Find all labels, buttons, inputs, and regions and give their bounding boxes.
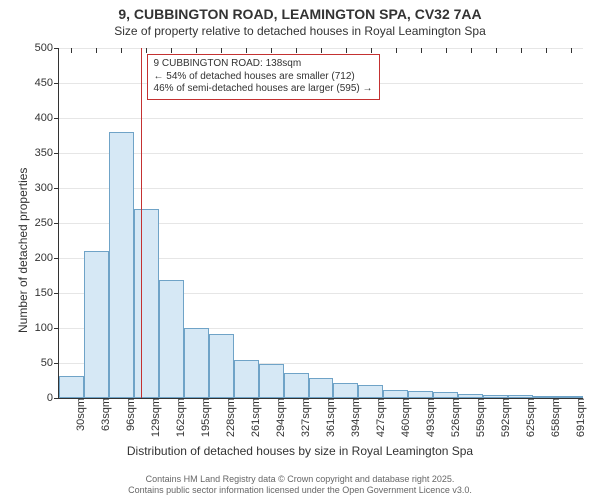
- histogram-bar: [408, 391, 433, 398]
- annotation-line: 9 CUBBINGTON ROAD: 138sqm: [154, 58, 373, 71]
- xtick-label: 63sqm: [96, 398, 112, 431]
- chart-subtitle: Size of property relative to detached ho…: [0, 24, 600, 38]
- histogram-bar: [59, 376, 84, 398]
- xtick-mark: [171, 48, 172, 53]
- histogram-bar: [383, 390, 408, 398]
- xtick-label: 592sqm: [496, 398, 512, 437]
- histogram-bar: [284, 373, 309, 398]
- histogram-bar: [333, 383, 358, 398]
- property-marker-line: [141, 48, 142, 398]
- xtick-label: 129sqm: [146, 398, 162, 437]
- xtick-mark: [221, 48, 222, 53]
- xtick-mark: [371, 48, 372, 53]
- xtick-label: 96sqm: [121, 398, 137, 431]
- ytick-label: 100: [35, 322, 59, 334]
- xtick-mark: [396, 48, 397, 53]
- xtick-mark: [321, 48, 322, 53]
- xtick-mark: [146, 48, 147, 53]
- xtick-mark: [521, 48, 522, 53]
- ytick-label: 200: [35, 252, 59, 264]
- histogram-bar: [184, 328, 209, 398]
- xtick-label: 427sqm: [371, 398, 387, 437]
- xtick-label: 526sqm: [446, 398, 462, 437]
- footer-attribution: Contains HM Land Registry data © Crown c…: [0, 474, 600, 496]
- x-axis-label: Distribution of detached houses by size …: [0, 444, 600, 458]
- ytick-label: 50: [41, 357, 59, 369]
- annotation-line: ← 54% of detached houses are smaller (71…: [154, 71, 373, 84]
- ytick-label: 0: [47, 392, 59, 404]
- xtick-label: 162sqm: [171, 398, 187, 437]
- ytick-label: 150: [35, 287, 59, 299]
- xtick-label: 361sqm: [321, 398, 337, 437]
- ytick-label: 400: [35, 112, 59, 124]
- ytick-label: 350: [35, 147, 59, 159]
- xtick-mark: [346, 48, 347, 53]
- xtick-label: 327sqm: [296, 398, 312, 437]
- histogram-bar: [309, 378, 334, 398]
- gridline: [59, 118, 583, 119]
- xtick-mark: [71, 48, 72, 53]
- xtick-mark: [421, 48, 422, 53]
- xtick-mark: [496, 48, 497, 53]
- xtick-label: 294sqm: [271, 398, 287, 437]
- plot-area: 05010015020025030035040045050030sqm63sqm…: [58, 48, 583, 399]
- footer-line: Contains HM Land Registry data © Crown c…: [0, 474, 600, 485]
- histogram-bar: [134, 209, 159, 398]
- gridline: [59, 153, 583, 154]
- xtick-mark: [296, 48, 297, 53]
- annotation-box: 9 CUBBINGTON ROAD: 138sqm← 54% of detach…: [147, 54, 380, 100]
- xtick-label: 228sqm: [221, 398, 237, 437]
- xtick-mark: [96, 48, 97, 53]
- gridline: [59, 188, 583, 189]
- histogram-bar: [159, 280, 184, 398]
- xtick-label: 691sqm: [571, 398, 587, 437]
- ytick-label: 500: [35, 42, 59, 54]
- xtick-label: 658sqm: [546, 398, 562, 437]
- xtick-label: 30sqm: [71, 398, 87, 431]
- xtick-mark: [571, 48, 572, 53]
- xtick-label: 195sqm: [196, 398, 212, 437]
- ytick-label: 450: [35, 77, 59, 89]
- xtick-mark: [271, 48, 272, 53]
- xtick-mark: [246, 48, 247, 53]
- histogram-bar: [84, 251, 109, 398]
- chart-container: 9, CUBBINGTON ROAD, LEAMINGTON SPA, CV32…: [0, 0, 600, 500]
- xtick-label: 559sqm: [471, 398, 487, 437]
- xtick-label: 625sqm: [521, 398, 537, 437]
- ytick-label: 300: [35, 182, 59, 194]
- xtick-label: 460sqm: [396, 398, 412, 437]
- histogram-bar: [259, 364, 284, 398]
- histogram-bar: [358, 385, 383, 398]
- xtick-mark: [196, 48, 197, 53]
- annotation-line: 46% of semi-detached houses are larger (…: [154, 83, 373, 96]
- chart-title: 9, CUBBINGTON ROAD, LEAMINGTON SPA, CV32…: [0, 6, 600, 22]
- xtick-mark: [546, 48, 547, 53]
- xtick-label: 394sqm: [346, 398, 362, 437]
- xtick-label: 261sqm: [246, 398, 262, 437]
- footer-line: Contains public sector information licen…: [0, 485, 600, 496]
- histogram-bar: [234, 360, 259, 399]
- y-axis-label: Number of detached properties: [16, 168, 30, 333]
- xtick-mark: [121, 48, 122, 53]
- xtick-label: 493sqm: [421, 398, 437, 437]
- xtick-mark: [471, 48, 472, 53]
- ytick-label: 250: [35, 217, 59, 229]
- histogram-bar: [109, 132, 134, 398]
- histogram-bar: [209, 334, 234, 398]
- xtick-mark: [446, 48, 447, 53]
